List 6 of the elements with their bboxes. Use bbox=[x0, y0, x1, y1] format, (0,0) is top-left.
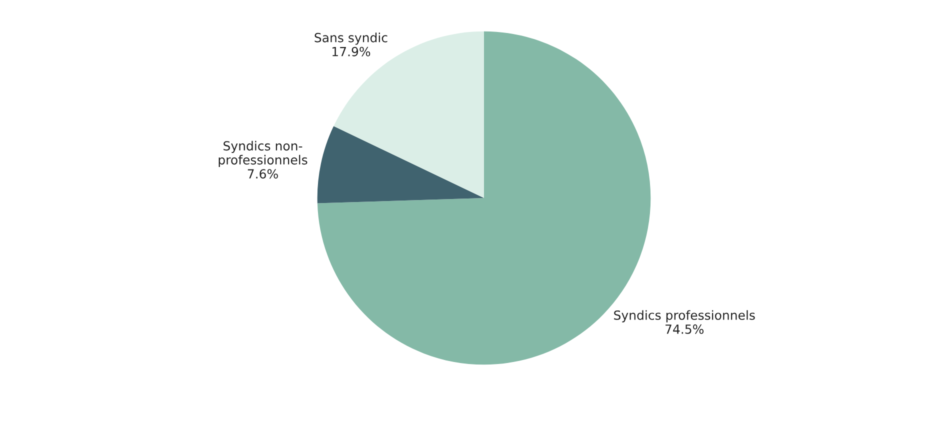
data-label: 17.9% bbox=[332, 46, 370, 56]
slice-label: Syndics non-professionnels bbox=[218, 140, 308, 167]
data-label: 7.6% bbox=[248, 169, 278, 179]
data-label: 74.5% bbox=[666, 324, 704, 334]
slice-label: Sans syndic bbox=[314, 32, 388, 45]
slice-label: Syndics professionnels bbox=[614, 310, 755, 322]
